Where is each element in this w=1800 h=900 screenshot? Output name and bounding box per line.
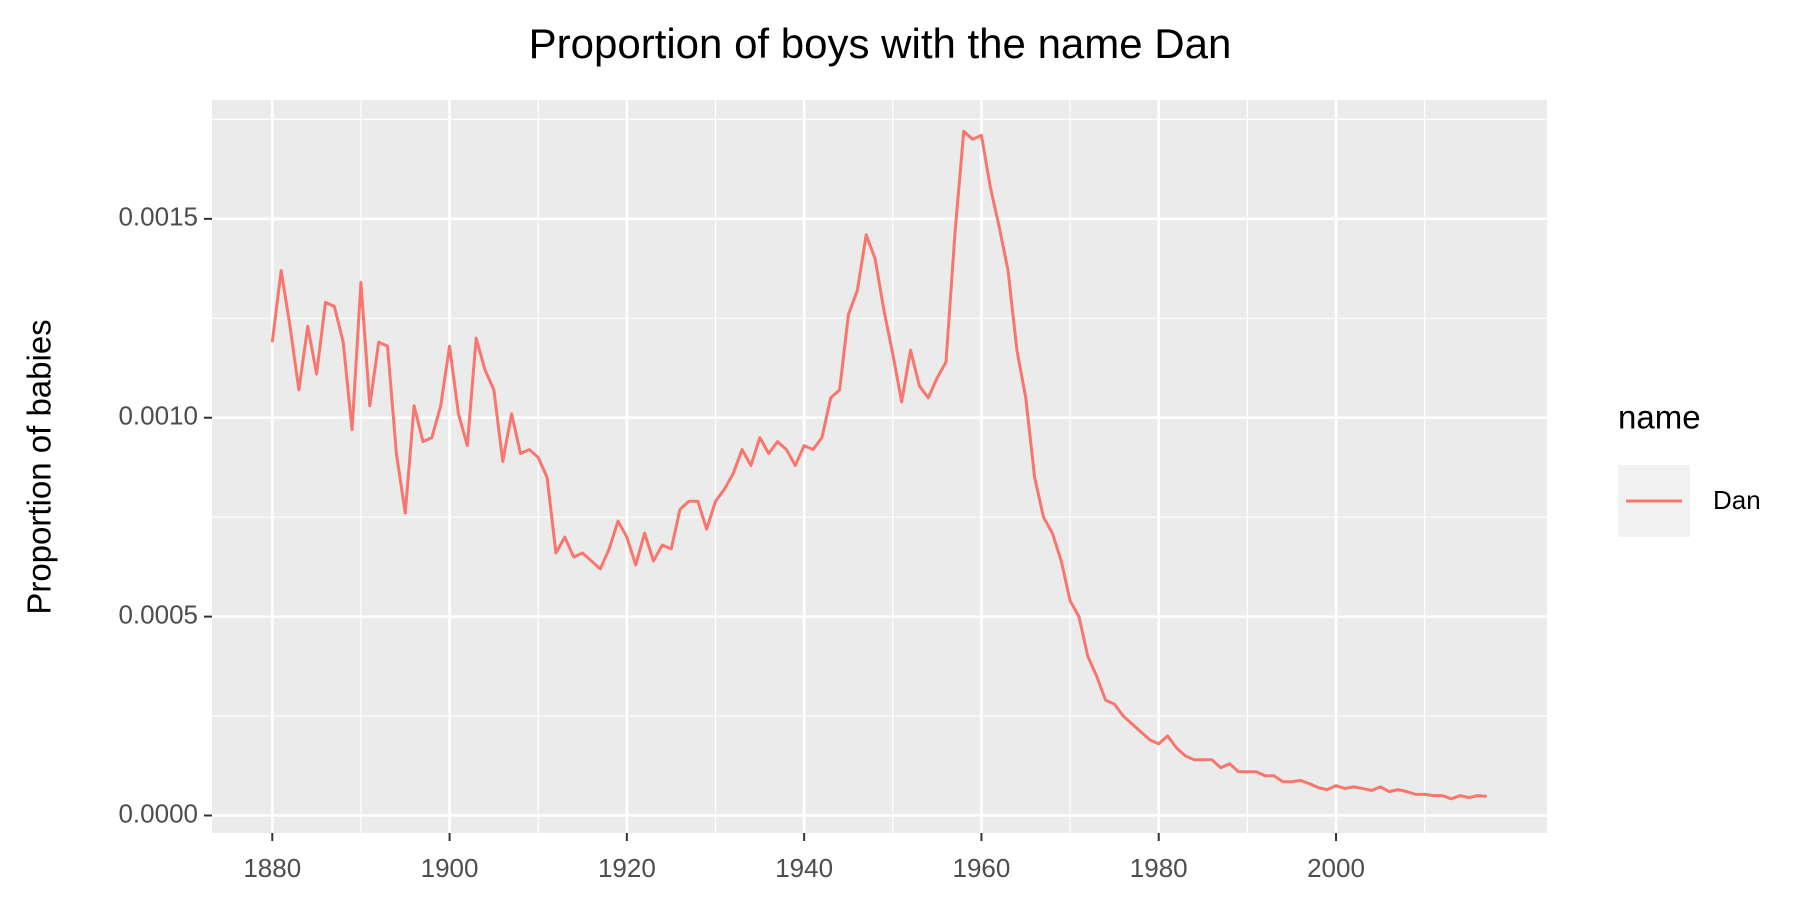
x-tick-label: 1940 [775,853,833,883]
x-tick-label: 1960 [953,853,1011,883]
data-line [270,129,1487,801]
x-tick-label: 1900 [421,853,479,883]
chart-title: Proportion of boys with the name Dan [529,20,1232,67]
y-tick-label: 0.0010 [118,401,198,431]
plot-panel [212,100,1547,833]
legend-label: Dan [1713,485,1761,515]
legend-title: name [1618,399,1701,436]
y-axis-label: Proportion of babies [21,319,58,614]
x-tick-label: 1880 [243,853,301,883]
x-tick-label: 1920 [598,853,656,883]
x-tick-label: 1980 [1130,853,1188,883]
x-tick-label: 2000 [1307,853,1365,883]
y-tick-label: 0.0000 [118,798,198,828]
y-tick-label: 0.0015 [118,202,198,232]
y-tick-label: 0.0005 [118,599,198,629]
